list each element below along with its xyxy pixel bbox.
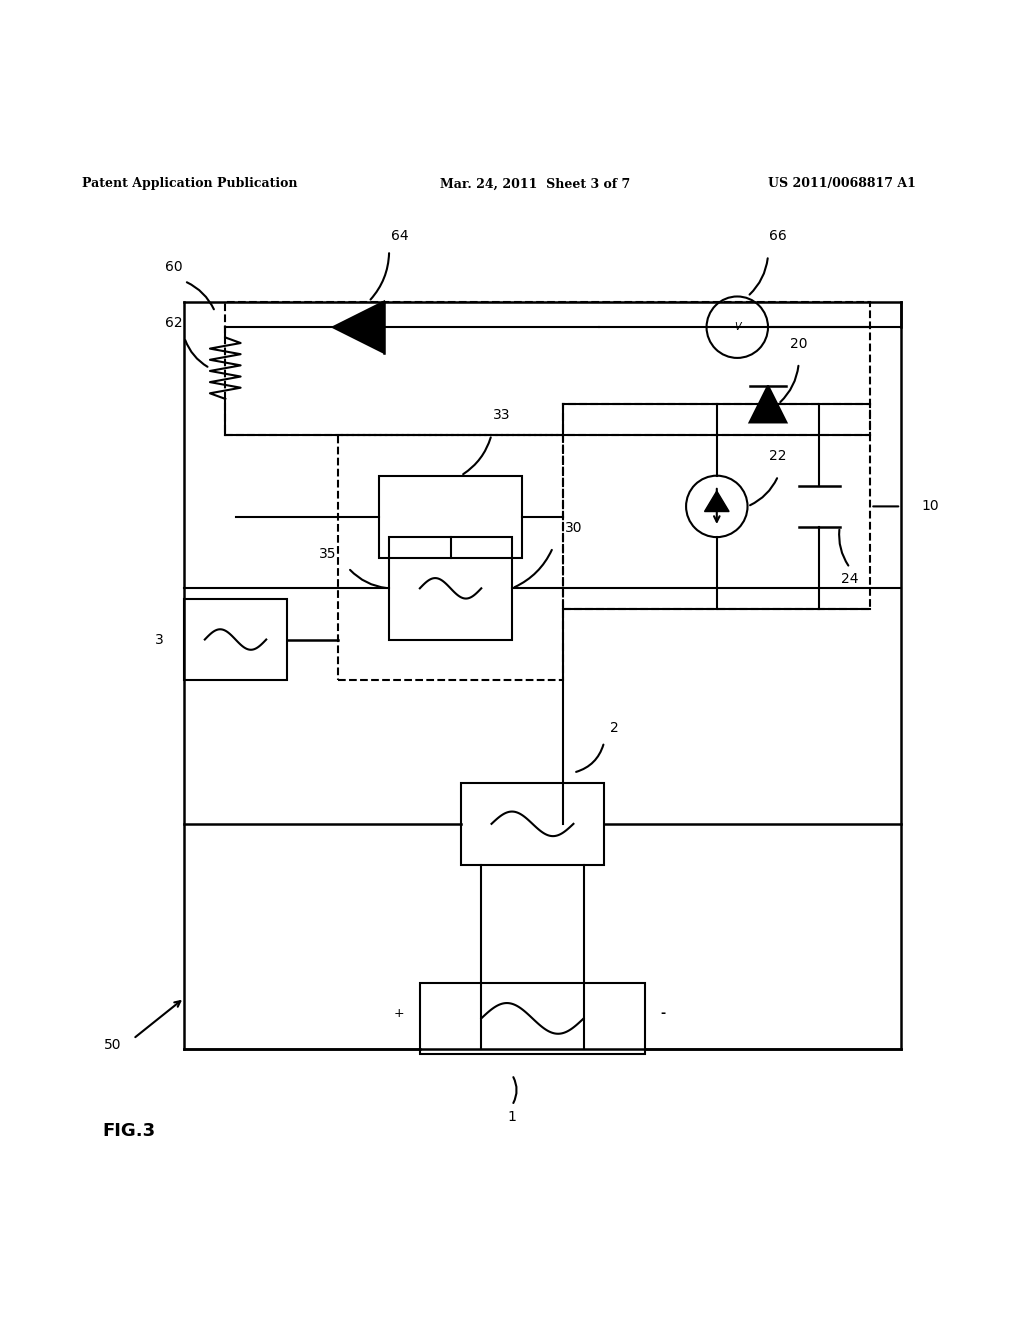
Bar <box>225 301 870 434</box>
Text: 24: 24 <box>841 572 859 586</box>
Bar <box>389 537 512 639</box>
Text: 10: 10 <box>922 499 939 513</box>
Text: 20: 20 <box>790 337 808 351</box>
Text: 33: 33 <box>493 408 511 422</box>
Text: 50: 50 <box>103 1038 122 1052</box>
Text: 64: 64 <box>390 230 409 243</box>
Text: 66: 66 <box>769 230 787 243</box>
Bar <box>420 982 645 1055</box>
Text: 30: 30 <box>564 521 583 535</box>
Text: US 2011/0068817 A1: US 2011/0068817 A1 <box>768 177 915 190</box>
Text: +: + <box>394 1007 404 1020</box>
Text: Patent Application Publication: Patent Application Publication <box>82 177 297 190</box>
Text: 62: 62 <box>165 317 183 330</box>
Bar <box>338 434 563 681</box>
Text: 22: 22 <box>769 449 787 463</box>
Text: Mar. 24, 2011  Sheet 3 of 7: Mar. 24, 2011 Sheet 3 of 7 <box>440 177 631 190</box>
Polygon shape <box>333 301 384 352</box>
Text: -: - <box>660 1007 666 1020</box>
Bar <box>184 598 287 681</box>
Text: FIG.3: FIG.3 <box>102 1122 156 1140</box>
Polygon shape <box>705 491 729 512</box>
Polygon shape <box>750 385 786 422</box>
Text: 35: 35 <box>318 546 337 561</box>
Bar <box>461 783 604 865</box>
Text: 60: 60 <box>165 260 183 273</box>
Text: 2: 2 <box>610 721 618 735</box>
Bar <box>563 404 870 609</box>
Text: 1: 1 <box>508 1110 516 1123</box>
Bar <box>379 475 522 557</box>
Text: V: V <box>734 322 740 333</box>
Text: 3: 3 <box>155 632 164 647</box>
